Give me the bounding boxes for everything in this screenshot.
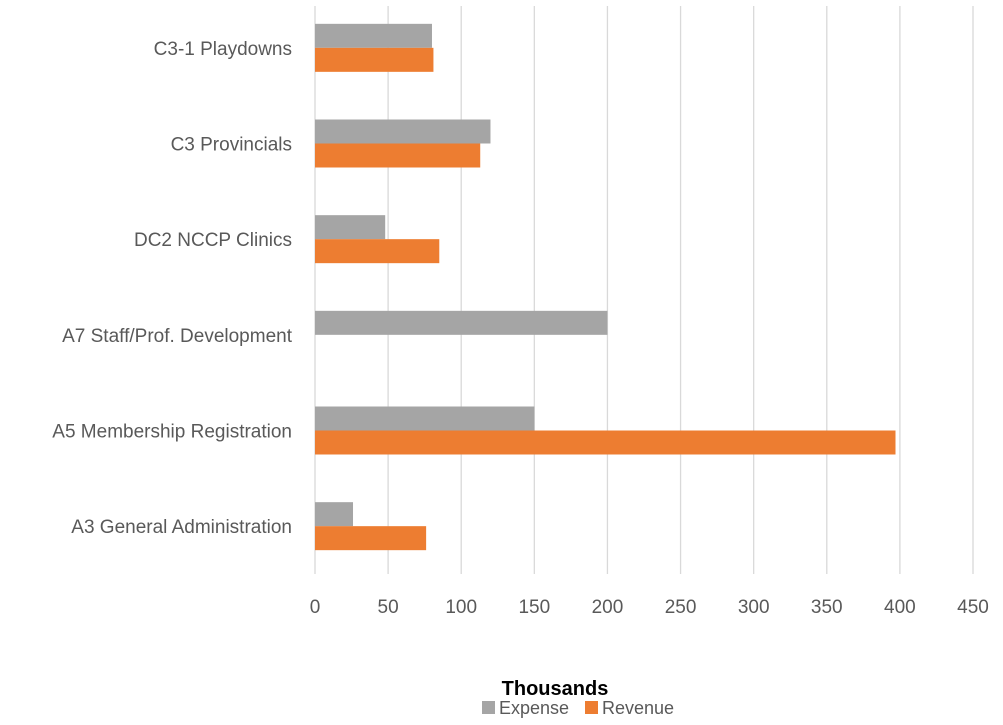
- category-label: C3-1 Playdowns: [154, 39, 292, 60]
- x-tick-label: 300: [738, 597, 770, 618]
- x-axis-title: Thousands: [502, 678, 609, 700]
- revenue-bar: [315, 526, 427, 551]
- x-tick-label: 50: [378, 597, 399, 618]
- category-labels: C3-1 Playdowns C3 Provincials DC2 NCCP Cli…: [52, 39, 292, 538]
- x-tick-label: 450: [957, 597, 989, 618]
- category-label: A5 Membership Registration: [52, 422, 292, 443]
- expense-bar: [315, 119, 491, 144]
- expense-legend-swatch: [482, 701, 495, 714]
- x-tick-label: 0: [310, 597, 321, 618]
- category-label: C3 Provincials: [171, 135, 292, 156]
- gridlines: [314, 6, 974, 574]
- expense-bar: [315, 23, 432, 48]
- x-tick-label: 150: [518, 597, 550, 618]
- revenue-bar: [315, 143, 481, 168]
- expense-bar: [315, 310, 608, 335]
- category-label: A3 General Administration: [71, 517, 292, 538]
- bars: [315, 23, 896, 551]
- x-tick-labels: 0 50 100 150 200 250 300 350 400 450: [310, 597, 989, 618]
- x-tick-label: 100: [445, 597, 477, 618]
- x-tick-label: 250: [665, 597, 697, 618]
- revenue-legend-label: Revenue: [602, 698, 674, 718]
- x-tick-label: 200: [592, 597, 624, 618]
- category-label: DC2 NCCP Clinics: [134, 230, 292, 251]
- x-tick-label: 400: [884, 597, 916, 618]
- expense-legend-label: Expense: [499, 698, 569, 718]
- expense-bar: [315, 215, 386, 240]
- expense-bar: [315, 502, 354, 527]
- legend: Expense Revenue: [482, 698, 674, 718]
- revenue-bar: [315, 47, 434, 72]
- category-label: A7 Staff/Prof. Development: [62, 326, 293, 347]
- revenue-legend-swatch: [585, 701, 598, 714]
- expense-bar: [315, 406, 535, 431]
- revenue-bar: [315, 239, 440, 264]
- revenue-bar: [315, 430, 896, 455]
- x-tick-label: 350: [811, 597, 843, 618]
